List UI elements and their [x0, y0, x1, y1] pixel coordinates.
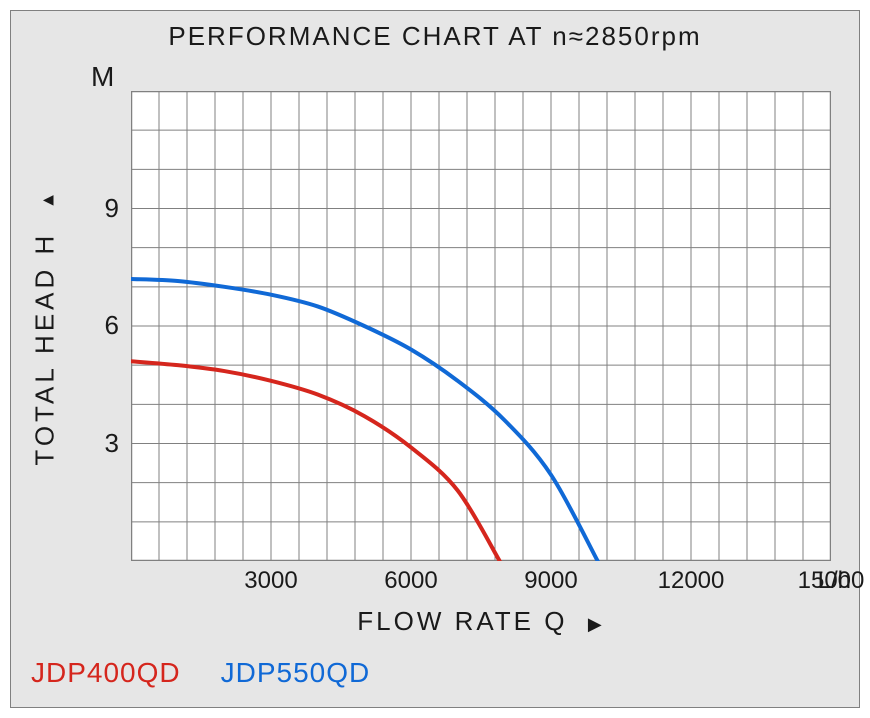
x-axis-label: FLOW RATE Q ▶ — [131, 606, 831, 637]
plot-area — [131, 91, 831, 561]
x-tick-label: 9000 — [524, 567, 577, 595]
plot-svg — [131, 91, 831, 561]
y-tick-label: 9 — [69, 193, 119, 224]
legend: JDP400QD JDP550QD — [31, 657, 410, 689]
y-axis-label: TOTAL HEAD H ▲ — [30, 187, 61, 465]
y-axis-unit: M — [91, 61, 114, 93]
x-tick-label: 3000 — [244, 567, 297, 595]
right-arrow-icon: ▶ — [588, 614, 605, 634]
y-tick-label: 3 — [69, 428, 119, 459]
y-tick-label: 6 — [69, 310, 119, 341]
chart-title: PERFORMANCE CHART AT n≈2850rpm — [11, 21, 859, 52]
y-axis-label-container: TOTAL HEAD H ▲ — [25, 91, 65, 561]
x-tick-label: 12000 — [658, 567, 725, 595]
x-tick-label: 6000 — [384, 567, 437, 595]
legend-item: JDP400QD — [31, 657, 181, 689]
legend-item: JDP550QD — [221, 657, 371, 689]
up-arrow-icon: ▲ — [38, 187, 58, 209]
chart-frame: PERFORMANCE CHART AT n≈2850rpm M TOTAL H… — [10, 10, 860, 708]
x-tick-label: 15000 — [798, 567, 865, 595]
